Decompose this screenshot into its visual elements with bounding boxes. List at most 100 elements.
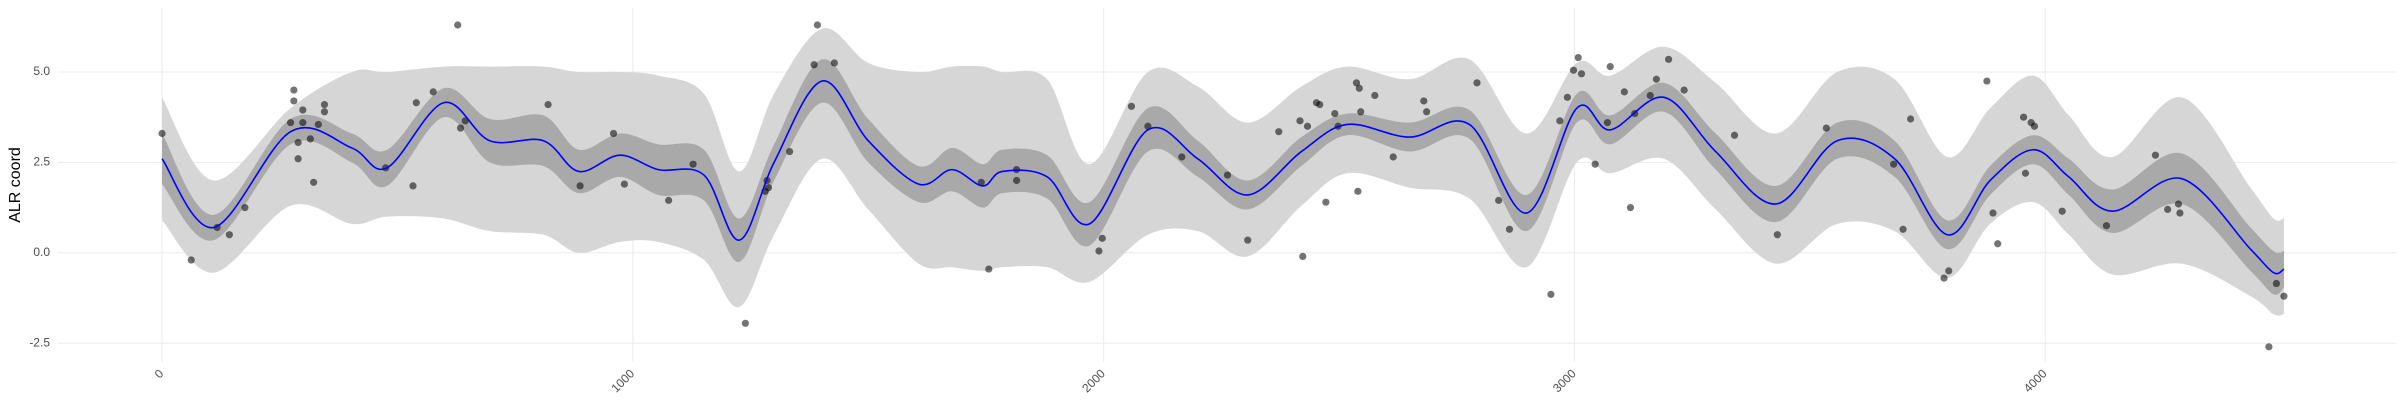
point	[1357, 108, 1365, 116]
point	[290, 97, 298, 105]
point	[2174, 200, 2183, 208]
point	[609, 129, 618, 138]
point	[225, 231, 233, 239]
point	[1223, 171, 1232, 179]
y-tick-label: 0.0	[33, 245, 50, 259]
x-tick-label: 3000	[1550, 366, 1579, 395]
point	[1940, 274, 1948, 282]
y-axis-label: ALR coord	[7, 147, 24, 223]
point	[2272, 279, 2281, 288]
point	[741, 319, 749, 327]
point	[1556, 117, 1564, 125]
point	[1626, 203, 1635, 212]
point	[454, 21, 462, 29]
point	[764, 184, 773, 192]
point	[1907, 115, 1915, 123]
point	[977, 178, 985, 186]
point	[1354, 187, 1362, 195]
point	[830, 59, 838, 67]
y-tick-label: 5.0	[33, 64, 50, 78]
point	[1275, 128, 1283, 136]
point	[1574, 53, 1582, 62]
point	[1945, 267, 1953, 275]
point	[810, 61, 818, 69]
point	[1577, 70, 1586, 78]
point	[576, 182, 584, 190]
point	[1989, 209, 1997, 217]
y-tick-label: 2.5	[33, 155, 50, 169]
point	[1423, 108, 1431, 116]
point	[456, 124, 465, 132]
point	[2164, 205, 2172, 214]
point	[1563, 93, 1571, 101]
point	[1495, 196, 1503, 204]
point	[314, 120, 322, 129]
point	[412, 99, 420, 107]
point	[299, 119, 307, 127]
point	[1547, 290, 1555, 298]
point	[1890, 160, 1898, 168]
point	[1680, 86, 1688, 94]
point	[2280, 292, 2288, 300]
y-tick-label: -2.5	[29, 335, 50, 349]
point	[1098, 234, 1106, 242]
x-tick-label: 2000	[1079, 366, 1108, 395]
point	[1606, 62, 1614, 71]
point	[1352, 79, 1361, 87]
point	[1652, 75, 1660, 83]
point	[1371, 91, 1379, 100]
point	[1473, 79, 1481, 87]
point	[1822, 124, 1830, 132]
point	[286, 119, 295, 127]
point	[2030, 122, 2039, 130]
point	[2151, 151, 2160, 159]
point	[1620, 88, 1628, 96]
point	[1303, 122, 1312, 130]
x-tick-label: 4000	[2021, 366, 2050, 395]
point	[310, 178, 318, 186]
point	[290, 86, 298, 94]
point	[2021, 169, 2030, 177]
point	[544, 100, 552, 109]
point	[1012, 176, 1021, 185]
point	[813, 21, 822, 29]
point	[2058, 207, 2066, 215]
point	[158, 129, 166, 138]
point	[620, 180, 628, 188]
point	[1322, 198, 1330, 206]
point	[1389, 153, 1397, 161]
point	[429, 88, 437, 96]
point	[1296, 117, 1304, 125]
point	[786, 147, 794, 156]
fit-line	[161, 80, 2285, 275]
point	[2265, 343, 2273, 351]
point	[1773, 231, 1781, 239]
point	[665, 196, 673, 204]
point	[689, 160, 697, 168]
point	[1299, 252, 1307, 261]
point	[2019, 113, 2028, 121]
x-tick-label: 1000	[608, 366, 637, 395]
point	[1646, 91, 1654, 100]
point	[1331, 109, 1339, 118]
point	[299, 106, 307, 114]
point	[187, 256, 195, 264]
point	[1665, 55, 1673, 63]
point	[1178, 153, 1186, 161]
point	[241, 203, 249, 212]
point	[985, 265, 993, 273]
point	[320, 108, 329, 116]
point	[409, 182, 417, 190]
point	[1095, 247, 1103, 255]
x-tick-label: 0	[152, 366, 167, 381]
point	[294, 138, 302, 147]
point	[1591, 160, 1599, 168]
point	[1569, 66, 1578, 74]
inner-band	[162, 59, 2284, 295]
point	[306, 135, 314, 143]
point	[1244, 236, 1252, 244]
point	[1603, 119, 1612, 127]
point	[2102, 222, 2111, 230]
point	[1899, 225, 1907, 233]
